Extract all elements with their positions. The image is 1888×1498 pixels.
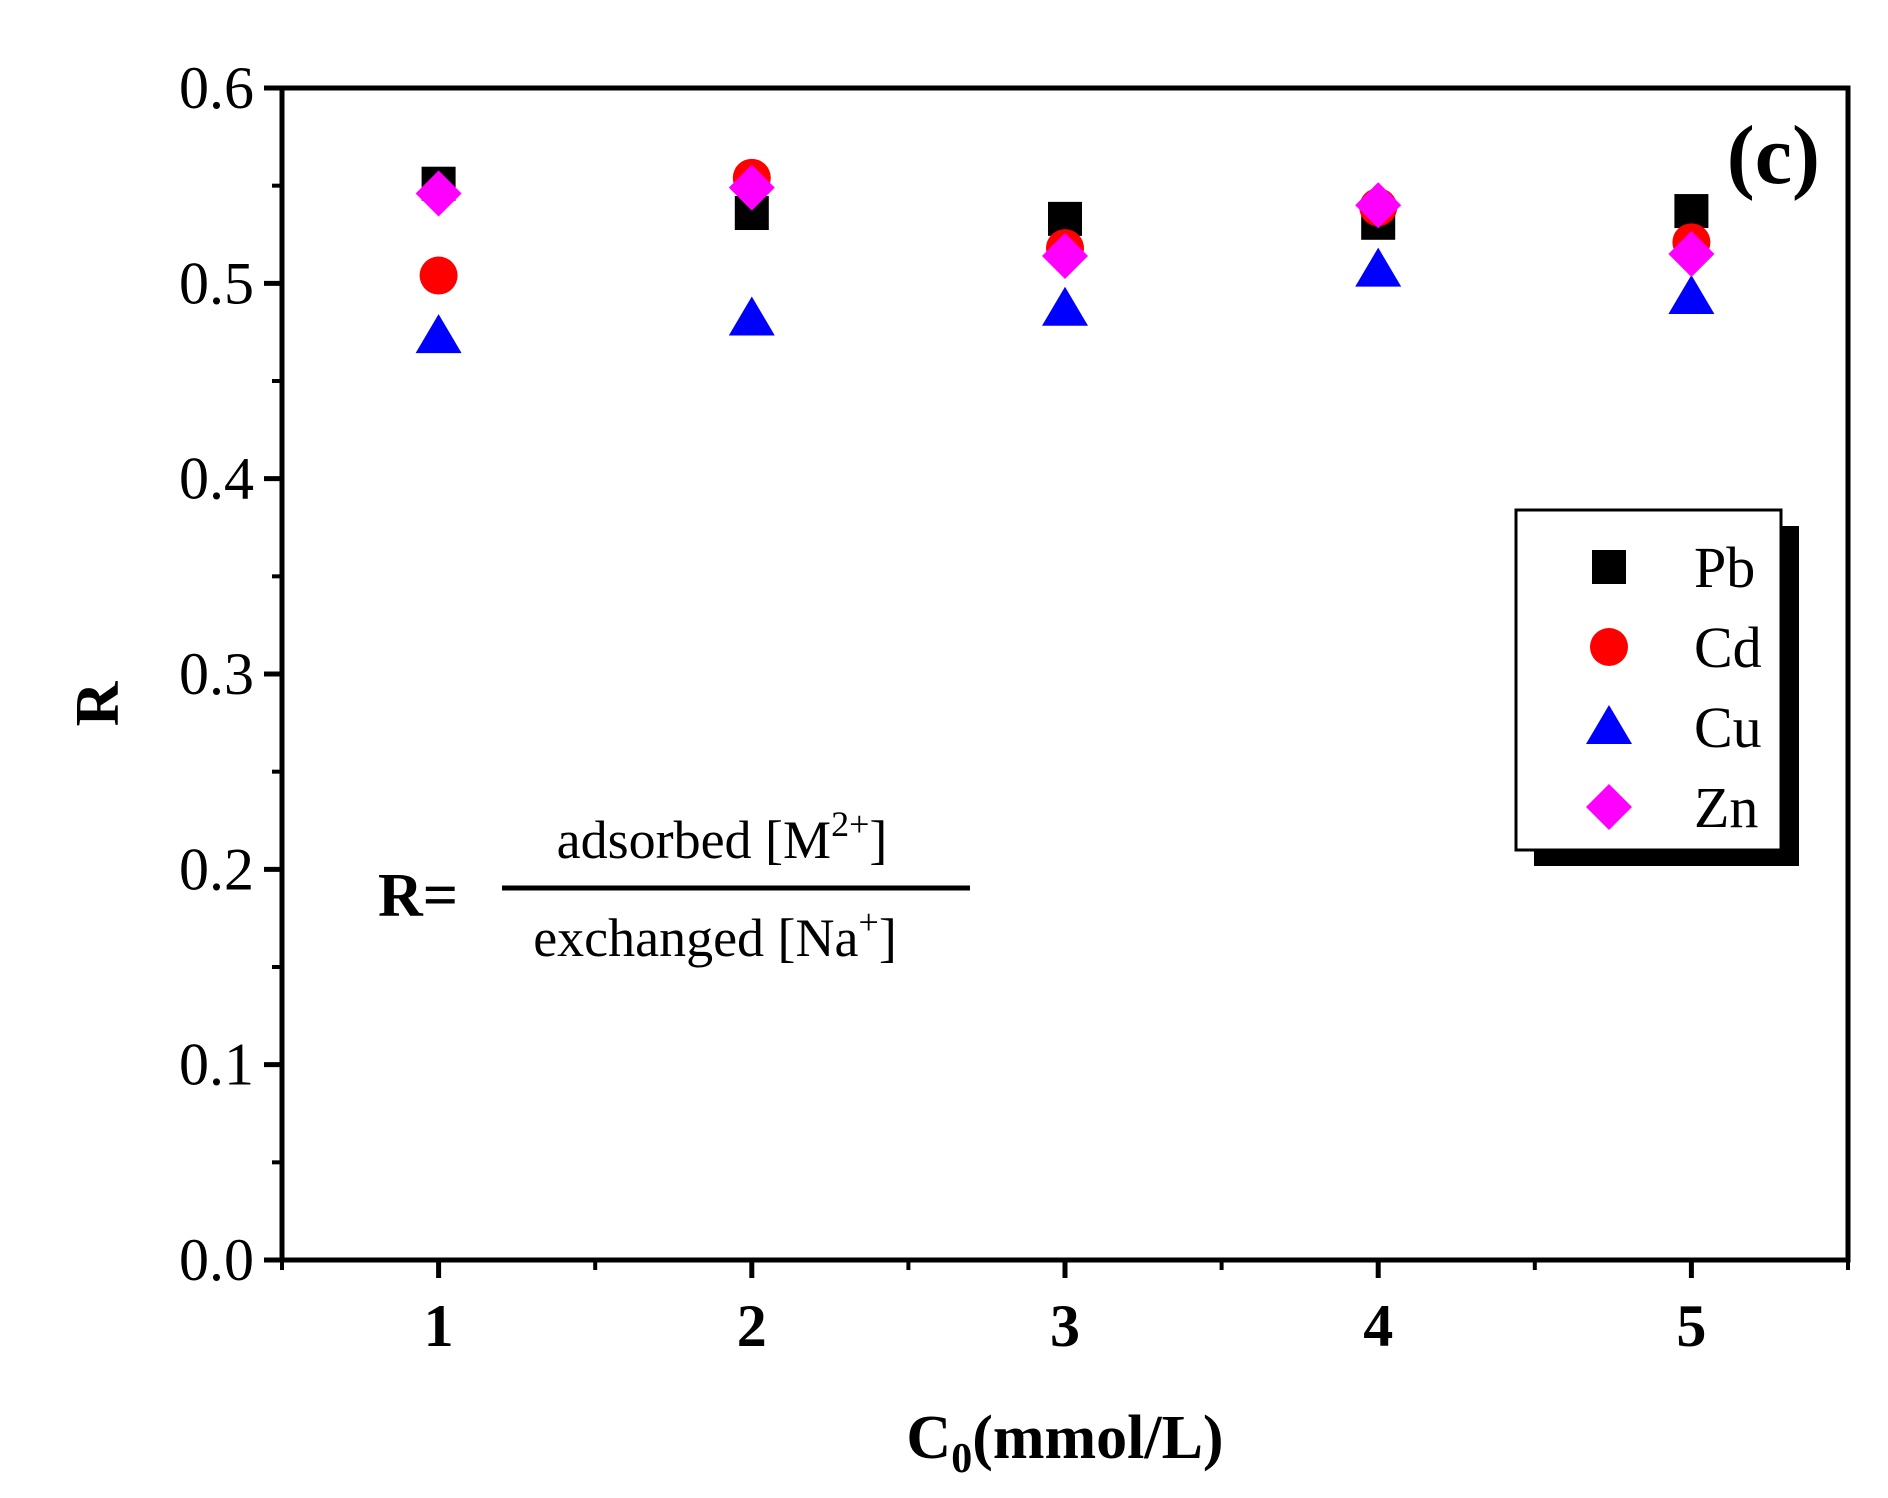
zn-point [728, 164, 775, 211]
y-tick-label: 0.3 [179, 641, 254, 707]
axis-tick-labels: 0.0 0.1 0.2 0.3 0.4 0.5 0.6 1 2 3 4 5 [179, 55, 1706, 1359]
legend: Pb Cd Cu Zn [1514, 508, 1799, 866]
legend-marker-cd [1590, 628, 1628, 666]
formula-numerator-close: ] [869, 810, 887, 870]
x-tick-label: 2 [737, 1293, 767, 1359]
formula-numerator: adsorbed [M2+] [557, 804, 888, 870]
legend-label-pb: Pb [1694, 535, 1755, 600]
formula-annotation: R= adsorbed [M2+] exchanged [Na+] [378, 804, 970, 968]
legend-marker-zn [1586, 784, 1632, 830]
formula-denominator-superscript: + [859, 902, 879, 942]
legend-label-cd: Cd [1694, 615, 1762, 680]
y-tick-label: 0.0 [179, 1227, 254, 1293]
zn-point [1355, 182, 1402, 229]
y-tick-label: 0.5 [179, 250, 254, 316]
x-axis-title-subscript: 0 [951, 1436, 972, 1482]
cu-point [728, 296, 775, 336]
formula-denominator: exchanged [Na+] [533, 902, 897, 968]
x-axis-title: C0(mmol/L) [906, 1404, 1223, 1482]
formula-denominator-text: exchanged [Na [533, 908, 858, 968]
formula-numerator-text: adsorbed [M [557, 810, 831, 870]
x-tick-label: 1 [424, 1293, 454, 1359]
zn-point [1042, 232, 1088, 279]
y-tick-label: 0.6 [179, 55, 254, 121]
legend-label-zn: Zn [1694, 775, 1758, 840]
x-tick-label: 5 [1676, 1293, 1706, 1359]
legend-marker-pb [1592, 550, 1626, 584]
zn-point [415, 170, 462, 217]
y-axis-title: R [64, 680, 132, 726]
cu-point [415, 314, 462, 354]
x-axis-title-rest: (mmol/L) [972, 1404, 1223, 1472]
plot-frame [279, 85, 1851, 1263]
cu-point [1668, 275, 1715, 315]
axis-ticks [264, 85, 1850, 1278]
formula-numerator-superscript: 2+ [831, 804, 869, 844]
cd-point [419, 256, 458, 295]
x-axis-title-main: C [906, 1404, 951, 1472]
y-tick-label: 0.2 [179, 836, 254, 902]
zn-point [1668, 231, 1715, 278]
formula-lhs: R= [378, 862, 458, 930]
y-tick-label: 0.1 [179, 1032, 254, 1098]
x-tick-label: 4 [1363, 1293, 1393, 1359]
data-markers [415, 158, 1715, 354]
cu-point [1355, 247, 1402, 287]
legend-box [1514, 508, 1783, 852]
legend-marker-cu [1586, 705, 1632, 744]
formula-denominator-close: ] [879, 908, 897, 968]
pb-point [1674, 194, 1709, 229]
y-tick-label: 0.4 [179, 446, 254, 512]
panel-label: (c) [1727, 109, 1820, 202]
legend-label-cu: Cu [1694, 695, 1762, 760]
cu-point [1042, 286, 1088, 326]
x-tick-label: 3 [1050, 1293, 1080, 1359]
legend-items: Pb Cd Cu Zn [1586, 535, 1762, 840]
